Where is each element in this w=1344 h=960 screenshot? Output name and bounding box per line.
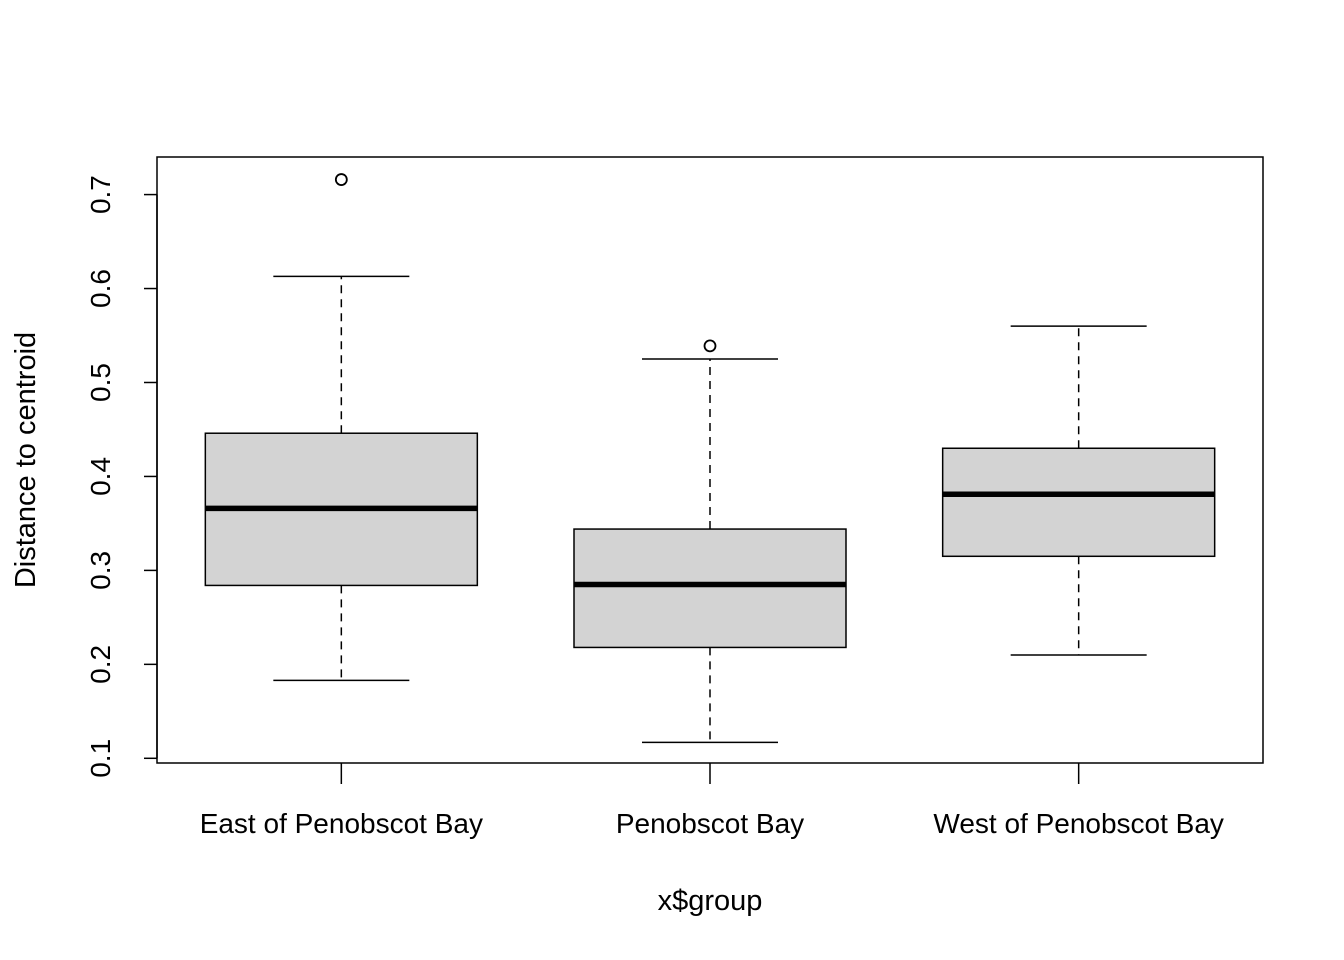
outlier-point bbox=[703, 339, 717, 353]
x-axis-title: x$group bbox=[658, 885, 763, 917]
y-tick-label: 0.1 bbox=[85, 739, 116, 778]
iqr-box bbox=[941, 447, 1216, 558]
x-tick-label: East of Penobscot Bay bbox=[200, 808, 483, 839]
y-tick-label: 0.3 bbox=[85, 551, 116, 590]
x-tick-label: Penobscot Bay bbox=[616, 808, 804, 839]
x-tick-label: West of Penobscot Bay bbox=[933, 808, 1224, 839]
box-group bbox=[573, 339, 847, 744]
y-tick-label: 0.6 bbox=[85, 269, 116, 308]
y-tick-label: 0.4 bbox=[85, 457, 116, 496]
y-axis-title: Distance to centroid bbox=[10, 332, 42, 588]
y-tick-label: 0.7 bbox=[85, 175, 116, 214]
box-group bbox=[204, 173, 479, 682]
y-tick-label: 0.2 bbox=[85, 645, 116, 684]
iqr-box bbox=[573, 528, 847, 649]
boxes bbox=[204, 173, 1216, 744]
box-group bbox=[941, 325, 1216, 656]
outlier-point bbox=[334, 173, 348, 186]
y-axis: 0.1 0.2 0.3 0.4 0.5 0.6 0.7 bbox=[85, 175, 158, 778]
y-tick-label: 0.5 bbox=[85, 363, 116, 402]
x-axis: East of Penobscot Bay Penobscot Bay West o… bbox=[200, 763, 1224, 839]
